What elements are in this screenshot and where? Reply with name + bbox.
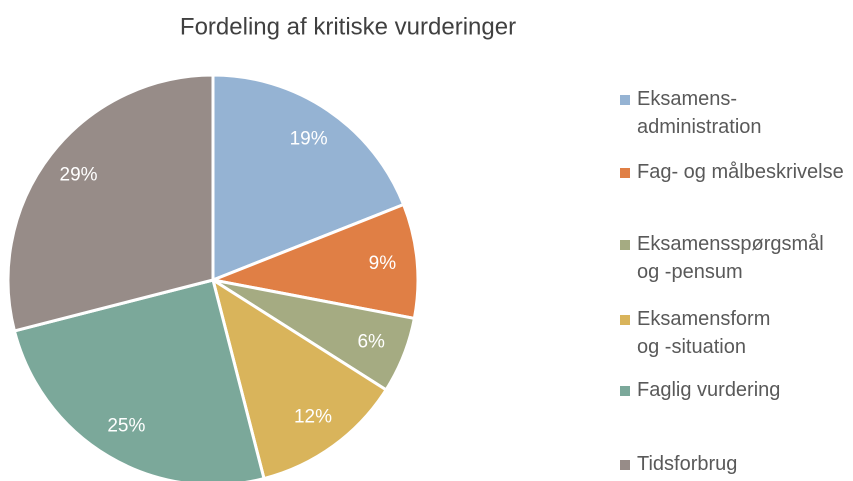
- legend-swatch: [620, 95, 630, 105]
- data-label: 12%: [294, 407, 332, 428]
- pie-slice: [207, 202, 420, 321]
- pie-slice: [6, 73, 215, 333]
- legend-label: Tidsforbrug: [637, 453, 737, 475]
- data-label: 25%: [107, 415, 145, 436]
- data-label: 6%: [357, 332, 385, 353]
- legend-label: Fag- og målbeskrivelse: [637, 161, 844, 183]
- pie-slice: [211, 73, 406, 283]
- legend-label: Eksamens-administration: [637, 88, 762, 138]
- legend-label: Eksamensspørgsmål og -pensum: [637, 233, 824, 283]
- legend-label: Eksamensform og -situation: [637, 308, 770, 358]
- chart-title: Fordeling af kritiske vurderinger: [180, 13, 516, 40]
- pie-slice: [12, 278, 266, 481]
- legend-swatch: [620, 240, 630, 250]
- legend-swatch: [620, 460, 630, 470]
- legend-swatch: [620, 168, 630, 178]
- legend-label: Faglig vurdering: [637, 379, 780, 401]
- legend-swatch: [620, 315, 630, 325]
- legend-swatch: [620, 386, 630, 396]
- data-label: 29%: [60, 165, 98, 186]
- pie-slice: [210, 276, 389, 481]
- data-label: 19%: [290, 128, 328, 149]
- data-label: 9%: [369, 253, 397, 274]
